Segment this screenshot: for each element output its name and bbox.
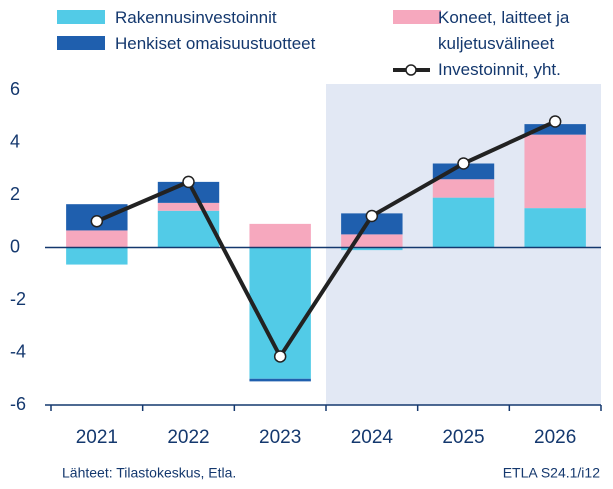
line-marker bbox=[182, 175, 195, 189]
y-tick-label: 6 bbox=[10, 79, 20, 99]
line-marker bbox=[548, 115, 562, 128]
legend-swatch bbox=[393, 10, 441, 24]
x-tick-label: 2023 bbox=[259, 427, 301, 448]
y-tick-label: 4 bbox=[10, 131, 20, 151]
y-tick-label: 0 bbox=[10, 236, 20, 256]
bar-segment bbox=[524, 208, 586, 248]
x-tick-label: 2022 bbox=[167, 427, 209, 448]
source: Lähteet: Tilastokeskus, Etla. bbox=[62, 465, 236, 481]
bar-segment bbox=[66, 230, 128, 248]
y-tick-label: -2 bbox=[10, 289, 26, 309]
x-tick-label: 2024 bbox=[351, 427, 394, 448]
line-marker bbox=[273, 350, 287, 363]
y-tick-label: -4 bbox=[10, 341, 26, 361]
legend-swatch bbox=[57, 10, 105, 24]
bar-segment bbox=[249, 223, 311, 248]
note: ETLA S24.1/i12 bbox=[503, 465, 601, 481]
bar-segment bbox=[524, 124, 586, 135]
x-tick-label: 2025 bbox=[442, 427, 484, 448]
line-marker bbox=[457, 157, 470, 170]
bar-segment bbox=[157, 202, 220, 211]
legend-label: Koneet, laitteet ja kuljetusvälineet bbox=[438, 8, 570, 53]
line bbox=[96, 119, 556, 359]
legend-swatch bbox=[57, 36, 105, 50]
bar-segment bbox=[249, 378, 311, 382]
y-tick-label: -6 bbox=[10, 394, 26, 414]
legend-label: Rakennusinvestoinnit bbox=[115, 8, 277, 27]
bar-segment bbox=[157, 210, 220, 248]
line-marker bbox=[90, 215, 104, 228]
bar-segment bbox=[341, 247, 403, 251]
legend-label: Investoinnit, yht. bbox=[438, 60, 561, 79]
bar-segment bbox=[432, 163, 495, 180]
bar-segment bbox=[66, 247, 128, 265]
x-tick-label: 2026 bbox=[534, 427, 576, 448]
x-tick-label: 2021 bbox=[76, 427, 118, 448]
legend-marker bbox=[405, 64, 417, 76]
bar-segment bbox=[432, 179, 495, 198]
legend-label: Henkiset omaisuustuotteet bbox=[115, 34, 316, 53]
line-marker bbox=[365, 209, 379, 223]
y-tick-label: 2 bbox=[10, 184, 20, 204]
bar-segment bbox=[341, 213, 403, 235]
bar-segment bbox=[432, 197, 495, 248]
bar-segment bbox=[524, 134, 586, 209]
